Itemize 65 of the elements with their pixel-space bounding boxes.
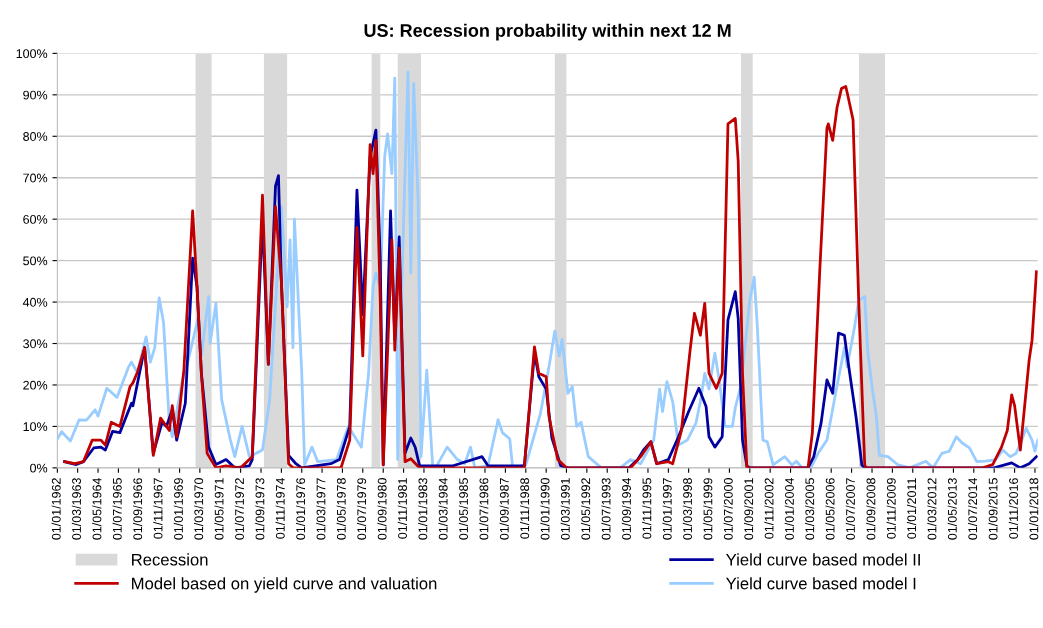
y-tick-label: 30% (23, 339, 48, 349)
x-tick-label: 01/07/2014 (967, 477, 978, 540)
legend-label: Recession (132, 553, 208, 566)
x-tick-label: 01/07/1965 (112, 478, 122, 540)
y-tick-label: 70% (23, 173, 48, 183)
y-tick-label: 0% (30, 463, 48, 473)
x-tick-label: 01/01/1962 (51, 478, 61, 540)
x-tick-label: 01/05/1971 (214, 478, 224, 540)
x-tick-label: 01/03/2012 (927, 478, 937, 540)
x-tick-label: 01/03/1970 (194, 478, 204, 540)
y-tick-label: 80% (23, 132, 48, 141)
x-tick-label: 01/11/1974 (275, 477, 285, 539)
x-tick-label: 01/07/1979 (356, 478, 367, 540)
x-tick-label: 01/07/1986 (479, 478, 489, 540)
x-tick-label: 01/01/1997 (662, 478, 672, 540)
x-tick-label: 01/07/1972 (234, 478, 244, 540)
x-tick-label: 01/11/1995 (642, 478, 652, 539)
chart-title: US: Recession probability within next 12 M (364, 23, 731, 41)
x-tick-label: 01/01/1983 (418, 478, 428, 540)
x-tick-label: 01/03/1977 (316, 478, 326, 540)
y-tick-label: 50% (23, 256, 48, 266)
x-tick-label: 01/09/1987 (499, 478, 509, 540)
x-tick-label: 01/01/2011 (906, 478, 917, 539)
x-tick-label: 01/09/2001 (743, 478, 754, 540)
x-tick-label: 01/09/2008 (866, 478, 876, 540)
x-tick-label: 01/01/2004 (784, 477, 794, 540)
x-tick-label: 01/03/1998 (682, 478, 692, 540)
x-tick-label: 01/09/1980 (377, 478, 387, 540)
x-tick-label: 01/11/1988 (519, 478, 530, 539)
x-tick-label: 01/01/1976 (295, 478, 306, 540)
x-tick-label: 01/11/2009 (886, 478, 896, 539)
x-tick-label: 01/01/2018 (1029, 478, 1039, 540)
x-tick-label: 01/11/2016 (1008, 478, 1018, 539)
x-tick-label: 01/05/1992 (581, 478, 591, 540)
x-tick-label: 01/05/2013 (947, 478, 957, 540)
x-tick-label: 01/03/2005 (805, 478, 815, 540)
x-tick-label: 01/05/1964 (92, 477, 102, 540)
x-tick-label: 01/03/1991 (560, 478, 570, 540)
x-tick-label: 01/11/1967 (153, 478, 163, 539)
x-tick-label: 01/11/1981 (397, 478, 407, 539)
x-tick-label: 01/07/1993 (601, 478, 611, 540)
x-tick-label: 01/05/2006 (825, 478, 835, 540)
x-tick-label: 01/05/1985 (458, 478, 468, 540)
x-tick-label: 01/09/2015 (988, 478, 998, 540)
x-tick-label: 01/07/2000 (723, 478, 733, 540)
y-tick-label: 40% (22, 297, 48, 307)
y-tick-label: 100% (16, 49, 48, 59)
legend-label: Yield curve based model II (726, 553, 920, 566)
y-tick-label: 10% (23, 422, 48, 432)
x-tick-label: 01/03/1984 (438, 477, 448, 540)
y-tick-label: 60% (23, 214, 48, 224)
legend-label: Yield curve based model I (726, 577, 916, 590)
x-tick-label: 01/09/1994 (621, 477, 631, 540)
x-tick-label: 01/07/2007 (845, 478, 855, 540)
x-tick-label: 01/01/1990 (540, 478, 550, 540)
x-tick-label: 01/09/1966 (132, 478, 143, 540)
x-tick-label: 01/11/2002 (764, 478, 774, 539)
x-tick-label: 01/01/1969 (173, 478, 183, 540)
y-tick-label: 90% (23, 90, 48, 100)
legend-label: Model based on yield curve and valuation (132, 577, 437, 593)
x-tick-label: 01/03/1963 (71, 478, 81, 540)
x-tick-label: 01/05/1978 (336, 478, 346, 540)
x-tick-label: 01/09/1973 (255, 478, 265, 540)
y-tick-label: 20% (23, 380, 48, 390)
x-tick-label: 01/05/1999 (703, 478, 713, 540)
